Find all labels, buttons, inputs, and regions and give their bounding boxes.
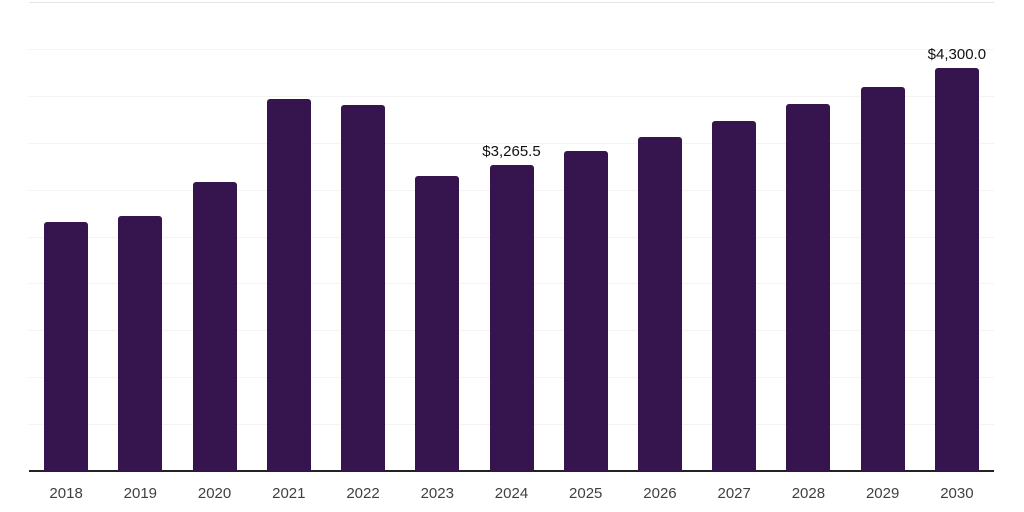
gridline-3500 [29,142,994,144]
x-tick-2025: 2025 [569,485,603,502]
gridline-4500 [29,48,994,50]
x-axis-line [29,470,994,472]
x-tick-2029: 2029 [865,485,900,502]
x-tick-2028: 2028 [791,485,826,502]
bar-2029[interactable] [860,87,905,471]
x-tick-2021: 2021 [272,485,306,502]
bar-2024[interactable] [489,164,534,471]
bar-2019[interactable] [118,215,163,471]
x-tick-2023: 2023 [420,485,454,502]
bar-2027[interactable] [712,120,757,471]
bar-value-label-2030: $4,300.0 [927,45,987,63]
x-tick-2022: 2022 [346,485,380,502]
bar-2021[interactable] [266,98,311,471]
x-tick-2030: 2030 [940,485,974,502]
bar-value-label-2024: $3,265.5 [482,142,541,160]
bar-2023[interactable] [415,176,460,471]
x-tick-2018: 2018 [49,485,83,502]
bar-2018[interactable] [44,221,89,471]
gridline-4000 [29,95,994,97]
x-tick-2019: 2019 [123,485,158,502]
bar-2025[interactable] [563,151,608,471]
bar-2020[interactable] [192,182,237,471]
bar-2022[interactable] [341,105,386,471]
bar-2026[interactable] [637,136,682,471]
x-tick-2026: 2026 [643,485,677,502]
gridline-5000 [29,2,994,3]
x-tick-2027: 2027 [717,485,751,502]
bar-2028[interactable] [786,104,831,471]
bar-2030[interactable] [934,67,979,471]
x-tick-2024: 2024 [494,485,529,502]
x-tick-2020: 2020 [197,485,232,502]
